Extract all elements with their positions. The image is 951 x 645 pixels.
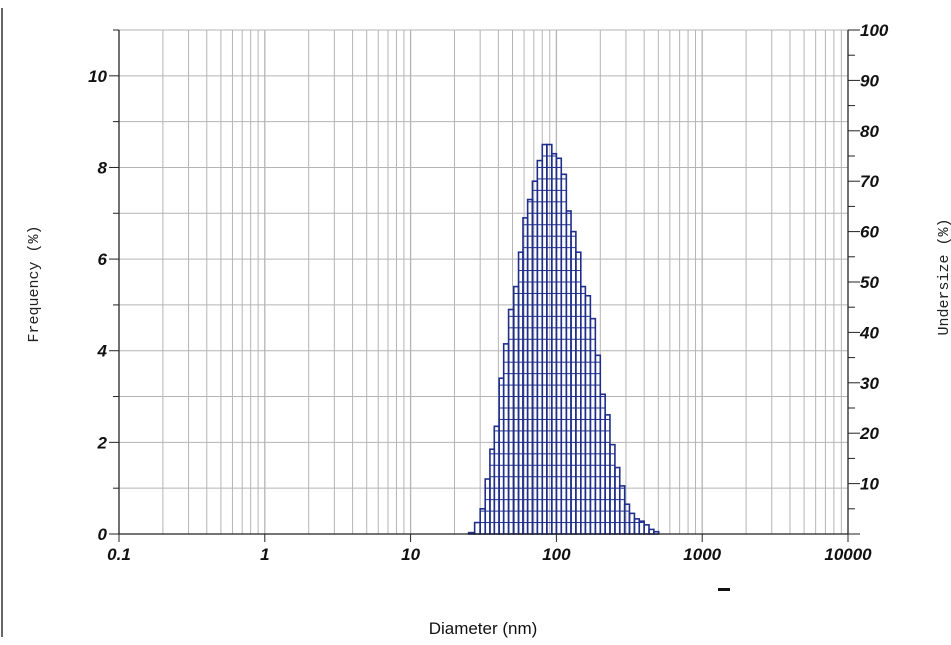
y-tick-label-left: 6 [98,250,108,269]
y-tick-label-right: 100 [860,21,889,40]
x-tick-label: 10 [401,545,420,564]
x-tick-label: 10000 [824,545,872,564]
y-tick-label-right: 20 [859,424,879,443]
x-tick-label: 1000 [683,545,721,564]
y-tick-label-right: 60 [860,223,879,242]
x-axis-label: Diameter (nm) [429,619,538,638]
y-tick-label-left: 10 [88,67,107,86]
x-tick-label: 0.1 [107,545,131,564]
y-tick-label-right: 40 [859,323,879,342]
y-tick-label-right: 50 [860,273,879,292]
axes: 0 2 4 6 8 10 10 20 30 40 50 60 70 80 90 100 0.1 1 10 100 100… [88,21,889,564]
y-tick-label-right: 70 [860,172,879,191]
y-tick-label-right: 30 [860,374,879,393]
y-tick-label-right: 90 [860,71,879,90]
y-tick-label-left: 8 [98,158,108,177]
x-tick-label: 100 [542,545,571,564]
y-axis-label-right: Undersize (%) [936,218,951,335]
y-axis-label-left: Frequency (%) [26,225,43,342]
x-tick-label: 1 [260,545,269,564]
y-tick-label-right: 80 [860,122,879,141]
y-tick-label-left: 2 [97,433,108,452]
dash-mark [718,588,730,591]
y-tick-label-right: 10 [860,475,879,494]
y-tick-label-left: 4 [97,342,108,361]
y-tick-label-left: 0 [98,525,108,544]
